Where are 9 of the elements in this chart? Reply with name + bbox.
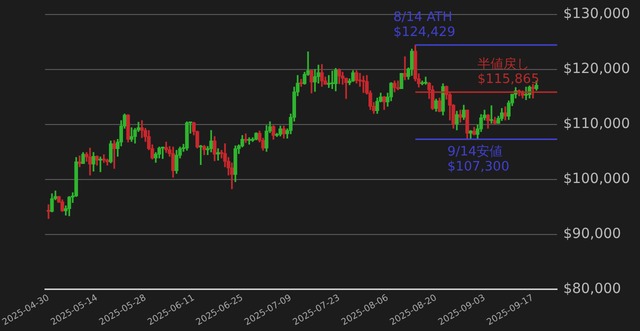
y-tick-label: $90,000 — [563, 226, 622, 242]
ref-line-label: 9/14安値 $107,300 — [447, 143, 510, 174]
y-tick-label: $100,000 — [563, 171, 630, 188]
y-tick-label: $80,000 — [563, 281, 622, 298]
ref-line-label: 8/14 ATH $124,429 — [393, 10, 456, 40]
y-tick-label: $110,000 — [563, 116, 630, 132]
y-tick-label: $130,000 — [563, 6, 630, 22]
ref-line-label: 半値戻し $115,865 — [477, 57, 540, 88]
y-tick-label: $120,000 — [563, 61, 630, 78]
